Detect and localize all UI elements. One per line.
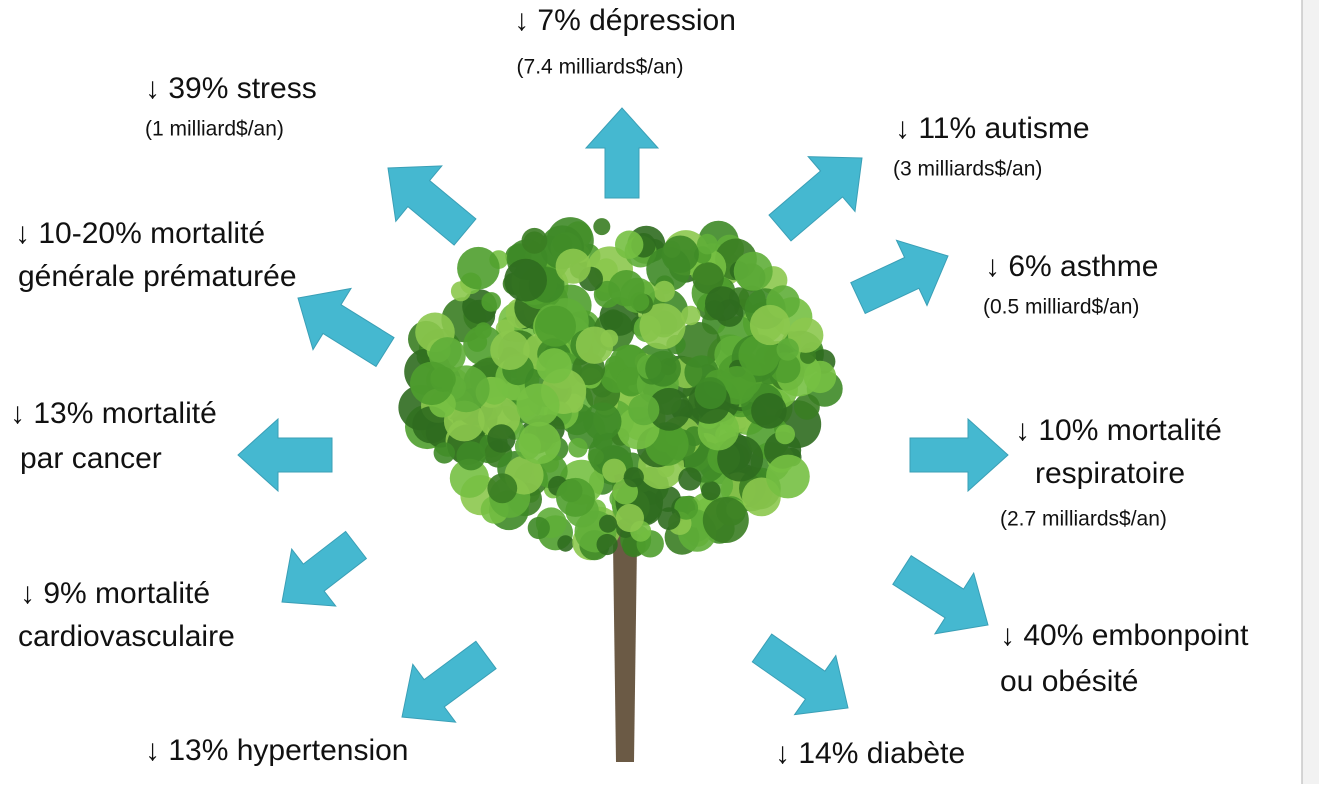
leaf-cluster [568, 438, 588, 458]
node-label: cardiovasculaire [18, 620, 235, 653]
leaf-cluster [695, 377, 727, 409]
leaf-cluster [697, 234, 718, 255]
leaf-cluster [522, 228, 548, 254]
node-label: par cancer [20, 442, 162, 475]
leaf-cluster [583, 402, 621, 440]
node-label: ↓ 9% mortalité [20, 577, 210, 610]
arrow [752, 634, 848, 715]
leaf-cluster [804, 361, 836, 393]
leaf-cluster [576, 327, 613, 364]
leaf-cluster [519, 422, 561, 464]
leaf-cluster [616, 504, 644, 532]
arrow [238, 419, 332, 491]
leaf-cluster [475, 322, 492, 339]
node-label: ↓ 10% mortalité [1015, 414, 1222, 447]
arrow [586, 108, 658, 198]
node-label: ↓ 7% dépression [514, 4, 736, 37]
node-cost: (1 milliard$/an) [145, 118, 284, 141]
leaf-cluster [775, 425, 795, 445]
leaf-cluster [766, 455, 810, 499]
node-label: ↓ 6% asthme [985, 250, 1158, 283]
leaf-cluster [681, 306, 700, 325]
leaf-cluster [556, 478, 595, 517]
leaf-cluster [678, 467, 701, 490]
leaf-cluster [628, 394, 659, 425]
arrow [298, 289, 394, 367]
leaf-cluster [490, 330, 530, 370]
leaf-cluster [703, 497, 749, 543]
leaf-cluster [705, 286, 740, 321]
leaf-cluster [662, 236, 699, 273]
page: {"nodes": [ {"lines": ["↓ 7% dépression"… [0, 0, 1319, 784]
node-label: ↓ 10-20% mortalité [15, 217, 265, 250]
leaf-cluster [751, 393, 787, 429]
leaf-cluster [658, 507, 681, 530]
node-label: générale prématurée [18, 260, 297, 293]
leaf-cluster [556, 249, 591, 284]
leaf-cluster [516, 384, 559, 427]
diagram: ↓ 7% dépression (7.4 milliards$/an) ↓ 39% … [0, 0, 1319, 784]
leaf-cluster [630, 292, 649, 311]
arrow [388, 166, 476, 245]
leaf-cluster [457, 247, 500, 290]
leaf-cluster [734, 252, 773, 291]
leaf-cluster [410, 362, 453, 405]
arrow [851, 240, 948, 313]
leaf-cluster [593, 218, 610, 235]
leaf-cluster [434, 442, 455, 463]
leaf-cluster [624, 467, 644, 487]
leaf-cluster [602, 459, 626, 483]
node-cost: (7.4 milliards$/an) [517, 56, 684, 79]
node-label: ↓ 13% mortalité [10, 397, 217, 430]
arrow [910, 419, 1008, 491]
leaf-cluster [528, 517, 550, 539]
leaf-cluster [535, 306, 576, 347]
leaf-cluster [557, 535, 573, 551]
node-label: ↓ 14% diabète [775, 737, 965, 770]
leaf-cluster [504, 259, 547, 302]
leaf-cluster [481, 292, 501, 312]
node-label: respiratoire [1035, 457, 1185, 490]
node-cost: (0.5 milliard$/an) [983, 296, 1139, 319]
leaf-cluster [645, 351, 681, 387]
node-label: ↓ 39% stress [145, 72, 317, 105]
arrow [769, 157, 862, 241]
node-cost: (2.7 milliards$/an) [1000, 508, 1167, 531]
leaf-cluster [599, 515, 617, 533]
arrow [402, 641, 496, 722]
leaf-cluster [487, 473, 517, 503]
node-label: ou obésité [1000, 665, 1138, 698]
arrow [893, 556, 988, 634]
leaf-cluster [487, 424, 515, 452]
leaf-cluster [456, 441, 485, 470]
leaf-cluster [777, 338, 799, 360]
leaf-cluster [536, 348, 571, 383]
node-cost: (3 milliards$/an) [893, 158, 1042, 181]
leaf-cluster [615, 231, 643, 259]
node-label: ↓ 40% embonpoint [1000, 619, 1249, 652]
node-label: ↓ 13% hypertension [145, 734, 409, 767]
arrow [282, 532, 366, 607]
node-label: ↓ 11% autisme [895, 112, 1090, 145]
leaf-cluster [654, 281, 675, 302]
side-bar [1302, 0, 1319, 784]
leaf-cluster [794, 394, 820, 420]
leaf-cluster [701, 481, 720, 500]
leaf-cluster [597, 534, 618, 555]
